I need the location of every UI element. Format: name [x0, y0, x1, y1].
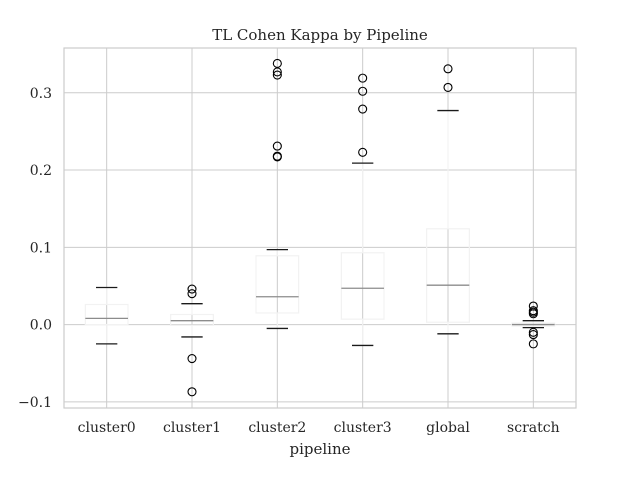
- outlier-point: [272, 70, 282, 80]
- x-tick-label: cluster0: [78, 420, 136, 436]
- y-tick-labels: −0.1 0.0 0.1 0.2 0.3: [18, 86, 52, 411]
- outlier-point: [443, 64, 453, 74]
- box-group: [426, 64, 470, 335]
- outlier-point: [443, 82, 453, 92]
- box-group: [340, 73, 385, 347]
- outlier-point: [358, 147, 368, 157]
- y-tick-label: −0.1: [18, 395, 52, 411]
- outlier-point: [272, 141, 282, 151]
- x-tick-label: cluster2: [248, 420, 306, 436]
- grid-layer: [64, 48, 576, 408]
- x-axis-label: pipeline: [289, 440, 350, 458]
- outlier-point: [272, 152, 282, 162]
- y-tick-label: 0.1: [30, 240, 52, 256]
- chart-title: TL Cohen Kappa by Pipeline: [212, 26, 428, 44]
- outlier-point: [358, 104, 368, 114]
- iqr-box: [255, 255, 300, 314]
- y-tick-label: 0.2: [30, 163, 52, 179]
- outlier-point: [358, 73, 368, 83]
- outlier-point: [528, 339, 538, 349]
- x-tick-labels: cluster0 cluster1 cluster2 cluster3 global sc…: [78, 420, 560, 436]
- outlier-point: [187, 284, 197, 294]
- box-group: [84, 286, 129, 345]
- y-tick-label: 0.3: [30, 86, 52, 102]
- y-tick-label: 0.0: [30, 318, 52, 334]
- outlier-point: [187, 354, 197, 364]
- box-group: [170, 284, 214, 397]
- x-tick-label: cluster1: [163, 420, 221, 436]
- iqr-box: [426, 228, 470, 323]
- outlier-point: [187, 289, 197, 299]
- outlier-point: [272, 67, 282, 77]
- outlier-point: [528, 330, 538, 340]
- x-tick-label: global: [426, 420, 470, 436]
- iqr-box: [340, 252, 385, 320]
- box-group: [511, 301, 556, 349]
- iqr-box: [170, 313, 214, 326]
- iqr-box: [84, 303, 129, 326]
- outlier-point: [187, 387, 197, 397]
- x-tick-label: scratch: [507, 420, 560, 436]
- outlier-point: [528, 327, 538, 337]
- box-layer: [84, 58, 556, 397]
- outlier-point: [528, 309, 538, 319]
- box-group: [255, 58, 300, 330]
- x-tick-label: cluster3: [334, 420, 392, 436]
- outlier-point: [358, 86, 368, 96]
- plot-frame: [63, 47, 577, 409]
